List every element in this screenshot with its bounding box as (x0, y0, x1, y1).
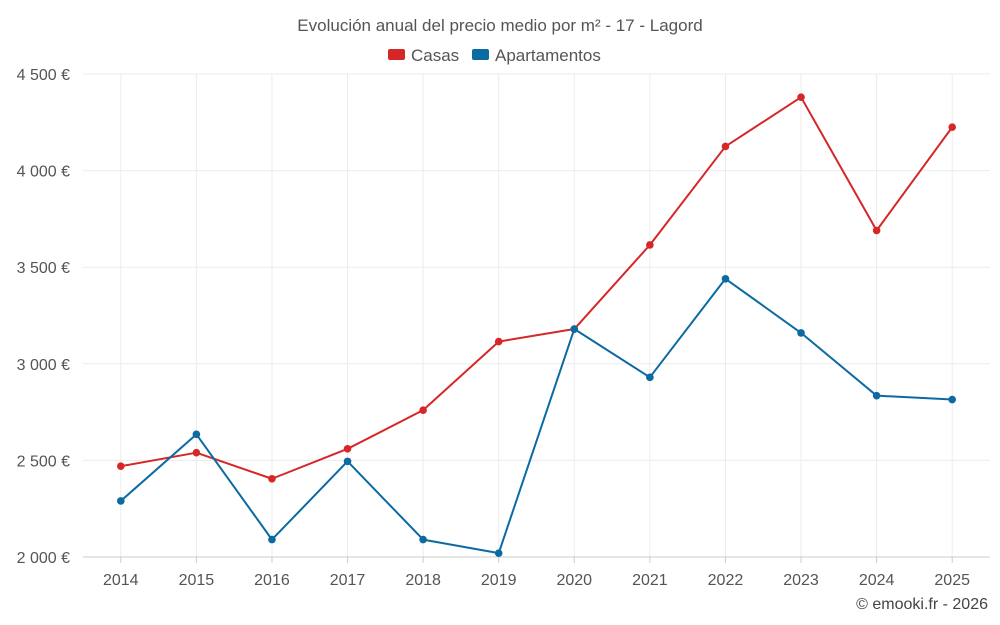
y-tick-label: 2 500 € (17, 453, 70, 470)
axes: 2 000 € 2 500 € 3 000 € 3 500 € 4 000 € 4 500… (17, 67, 990, 589)
y-tick-label: 2 000 € (17, 550, 70, 567)
data-point-apartamentos[interactable] (570, 325, 579, 333)
series-line-apartamentos (120, 277, 953, 555)
y-tick-label: 4 500 € (17, 67, 70, 84)
data-point-apartamentos[interactable] (419, 535, 427, 544)
data-point-apartamentos[interactable] (494, 549, 503, 557)
data-point-apartamentos[interactable] (797, 329, 805, 337)
legend: Casas Apartamentos (388, 46, 601, 65)
legend-label-casas[interactable]: Casas (411, 46, 459, 65)
data-point-casas[interactable] (494, 337, 503, 346)
series-line-casas (120, 96, 954, 480)
data-point-apartamentos[interactable] (872, 391, 881, 400)
data-point-casas[interactable] (116, 462, 125, 470)
data-point-casas[interactable] (646, 241, 654, 249)
data-point-casas[interactable] (343, 445, 352, 453)
data-point-apartamentos[interactable] (268, 535, 276, 544)
legend-swatch-casas[interactable] (388, 49, 405, 60)
data-point-casas[interactable] (948, 123, 957, 131)
x-tick-label: 2018 (405, 572, 441, 589)
x-tick-label: 2014 (103, 572, 139, 589)
x-tick-label: 2025 (934, 572, 970, 589)
x-tick-label: 2022 (708, 572, 744, 589)
data-point-apartamentos[interactable] (192, 430, 201, 439)
series-layer (116, 93, 957, 557)
x-tick-label: 2015 (179, 572, 215, 589)
data-point-casas[interactable] (797, 93, 805, 101)
grid (83, 73, 990, 558)
x-tick-label: 2016 (254, 572, 290, 589)
legend-swatch-apartamentos[interactable] (472, 49, 489, 60)
x-tick-label: 2021 (632, 572, 668, 589)
x-tick-label: 2024 (859, 572, 895, 589)
y-tick-label: 3 500 € (17, 260, 70, 277)
legend-label-apartamentos[interactable]: Apartamentos (495, 46, 601, 65)
data-point-apartamentos[interactable] (948, 395, 957, 404)
chart-title: Evolución anual del precio medio por m² … (297, 16, 702, 35)
y-tick-label: 3 000 € (17, 357, 70, 374)
data-point-casas[interactable] (721, 142, 730, 151)
data-point-casas[interactable] (192, 448, 201, 457)
x-tick-label: 2019 (481, 572, 517, 589)
x-tick-label: 2020 (556, 572, 592, 589)
x-tick-label: 2017 (330, 572, 366, 589)
data-point-apartamentos[interactable] (116, 497, 125, 505)
x-tick-label: 2023 (783, 572, 819, 589)
data-point-casas[interactable] (419, 406, 427, 414)
credit-text: © emooki.fr - 2026 (856, 596, 988, 613)
data-point-casas[interactable] (268, 474, 276, 483)
data-point-apartamentos[interactable] (646, 373, 654, 382)
y-tick-label: 4 000 € (17, 164, 70, 181)
data-point-apartamentos[interactable] (721, 274, 730, 283)
data-point-apartamentos[interactable] (343, 457, 352, 466)
data-point-casas[interactable] (872, 226, 881, 235)
